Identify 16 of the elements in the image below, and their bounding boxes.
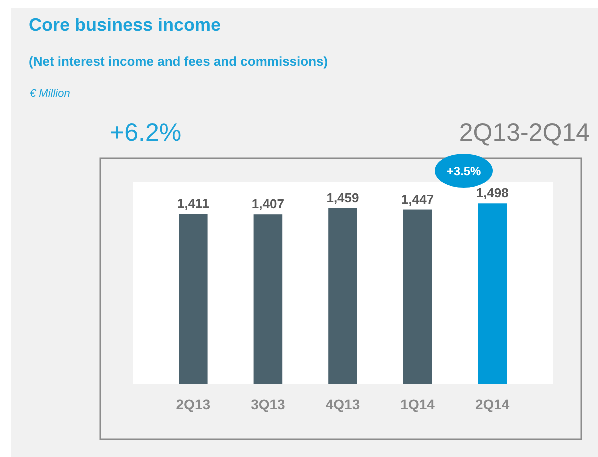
text: +3.5% — [446, 164, 482, 178]
chart-subtitle: (Net interest income and fees and commissions) — [29, 54, 328, 69]
x-tick-label: 4Q13 — [326, 396, 360, 413]
text: 2Q13-2Q14 — [459, 119, 590, 147]
x-tick-label: 3Q13 — [251, 396, 286, 413]
text: € Million — [30, 88, 70, 100]
x-tick-label: 1Q14 — [400, 396, 436, 413]
data-label: 1,411 — [177, 196, 210, 212]
data-label: 1,407 — [252, 196, 284, 212]
data-label: 1,498 — [476, 186, 509, 201]
text: +6.2% — [110, 119, 182, 147]
x-tick-label: 2Q13 — [176, 396, 211, 413]
data-label: 1,459 — [326, 190, 360, 206]
chart-title: Core business income — [29, 15, 222, 35]
data-label: 1,447 — [402, 192, 434, 207]
x-tick-label: 2Q14 — [475, 396, 510, 413]
